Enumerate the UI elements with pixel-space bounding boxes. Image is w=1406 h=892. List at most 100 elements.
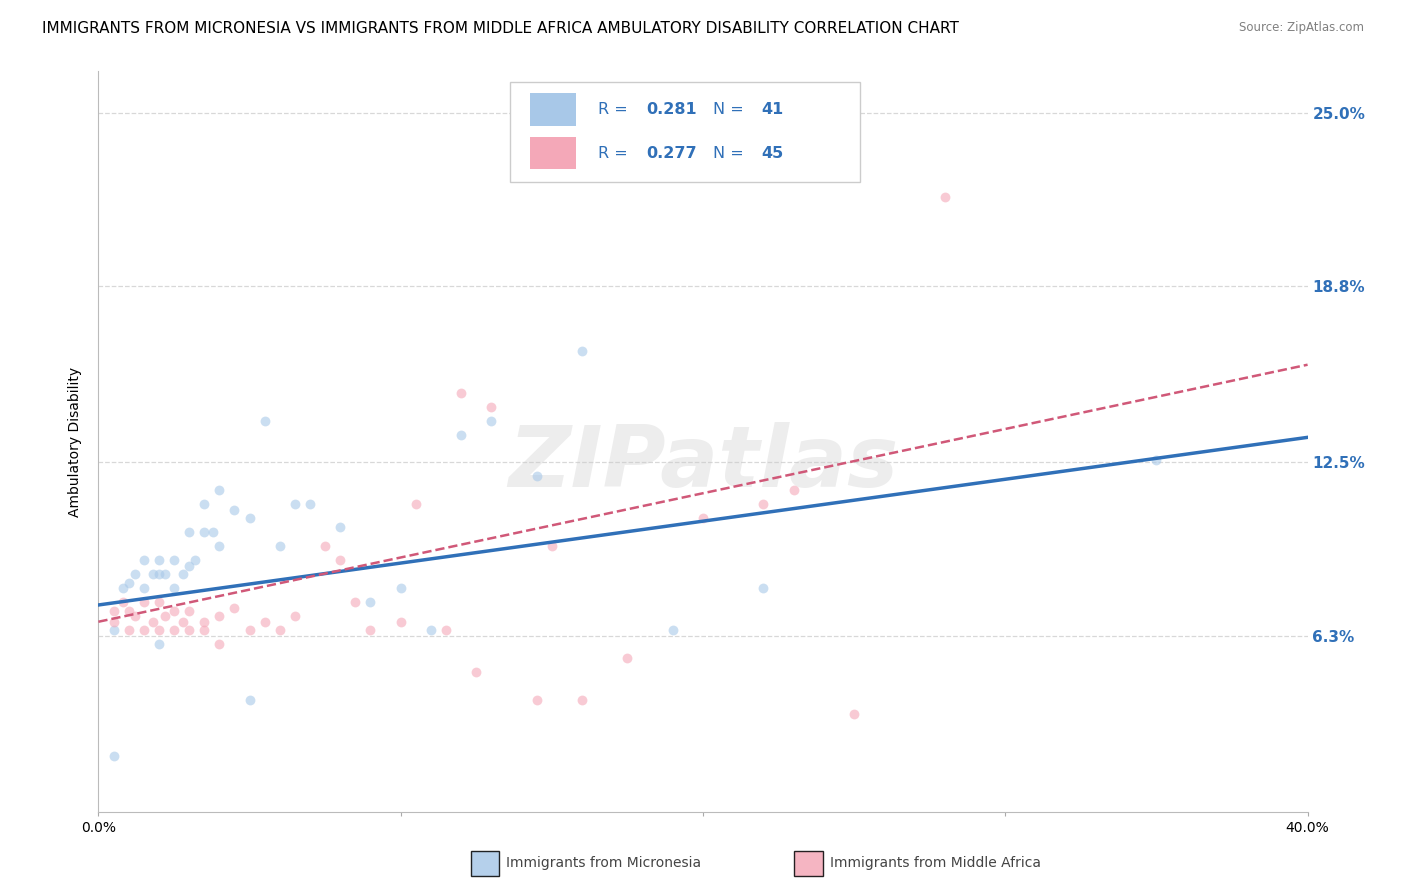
Point: [344, 595, 367, 609]
Point: [526, 693, 548, 707]
Point: [124, 567, 146, 582]
Point: [450, 427, 472, 442]
Point: [153, 609, 176, 624]
Point: [360, 595, 382, 609]
Point: [434, 623, 457, 637]
Point: [118, 623, 141, 637]
Point: [148, 595, 170, 609]
Point: [526, 469, 548, 483]
Text: R =: R =: [598, 145, 633, 161]
Point: [103, 603, 125, 617]
Text: ZIPatlas: ZIPatlas: [508, 422, 898, 505]
Point: [148, 567, 170, 582]
Point: [253, 414, 276, 428]
Text: R =: R =: [598, 103, 633, 117]
Point: [934, 190, 956, 204]
Point: [208, 483, 231, 498]
Point: [124, 609, 146, 624]
Point: [314, 539, 336, 553]
Point: [329, 520, 352, 534]
Point: [193, 497, 215, 511]
Point: [540, 539, 562, 553]
Point: [111, 581, 134, 595]
Point: [752, 497, 775, 511]
Point: [1144, 452, 1167, 467]
Point: [163, 553, 186, 567]
Point: [163, 603, 186, 617]
Point: [239, 511, 262, 525]
Y-axis label: Ambulatory Disability: Ambulatory Disability: [69, 367, 83, 516]
Text: 45: 45: [761, 145, 783, 161]
Point: [253, 615, 276, 629]
Text: N =: N =: [713, 145, 748, 161]
Point: [752, 581, 775, 595]
Text: 41: 41: [761, 103, 783, 117]
Point: [142, 567, 165, 582]
Point: [103, 615, 125, 629]
Point: [148, 623, 170, 637]
Point: [132, 553, 155, 567]
Point: [172, 567, 194, 582]
Point: [239, 623, 262, 637]
Point: [153, 567, 176, 582]
Point: [616, 651, 638, 665]
Point: [163, 581, 186, 595]
Point: [239, 693, 262, 707]
FancyBboxPatch shape: [530, 136, 576, 169]
Point: [132, 581, 155, 595]
Text: N =: N =: [713, 103, 748, 117]
Point: [208, 637, 231, 651]
Point: [132, 623, 155, 637]
Point: [389, 581, 412, 595]
Point: [193, 525, 215, 540]
Point: [208, 539, 231, 553]
Point: [224, 503, 246, 517]
Point: [224, 600, 246, 615]
Point: [389, 615, 412, 629]
Text: IMMIGRANTS FROM MICRONESIA VS IMMIGRANTS FROM MIDDLE AFRICA AMBULATORY DISABILIT: IMMIGRANTS FROM MICRONESIA VS IMMIGRANTS…: [42, 21, 959, 37]
Point: [481, 400, 503, 414]
Point: [118, 603, 141, 617]
Point: [193, 623, 215, 637]
Point: [142, 615, 165, 629]
Point: [284, 497, 307, 511]
Point: [405, 497, 427, 511]
Point: [783, 483, 806, 498]
Point: [450, 385, 472, 400]
Point: [465, 665, 488, 679]
Point: [571, 693, 593, 707]
Point: [179, 558, 201, 573]
Point: [208, 609, 231, 624]
Point: [571, 343, 593, 358]
Point: [163, 623, 186, 637]
Point: [103, 748, 125, 763]
Point: [299, 497, 322, 511]
Text: Source: ZipAtlas.com: Source: ZipAtlas.com: [1239, 21, 1364, 35]
Point: [184, 553, 207, 567]
Point: [844, 706, 866, 721]
Point: [111, 595, 134, 609]
Point: [269, 623, 291, 637]
Point: [661, 623, 683, 637]
Point: [148, 553, 170, 567]
Point: [269, 539, 291, 553]
Point: [481, 414, 503, 428]
Text: Immigrants from Micronesia: Immigrants from Micronesia: [506, 856, 702, 871]
FancyBboxPatch shape: [530, 94, 576, 126]
Point: [284, 609, 307, 624]
Point: [360, 623, 382, 637]
Point: [172, 615, 194, 629]
FancyBboxPatch shape: [509, 82, 860, 183]
Point: [132, 595, 155, 609]
Point: [179, 623, 201, 637]
Text: 0.281: 0.281: [647, 103, 697, 117]
Point: [329, 553, 352, 567]
Point: [179, 603, 201, 617]
Point: [193, 615, 215, 629]
Point: [692, 511, 714, 525]
Point: [103, 623, 125, 637]
Point: [148, 637, 170, 651]
Point: [179, 525, 201, 540]
Text: 0.277: 0.277: [647, 145, 697, 161]
Text: Immigrants from Middle Africa: Immigrants from Middle Africa: [830, 856, 1040, 871]
